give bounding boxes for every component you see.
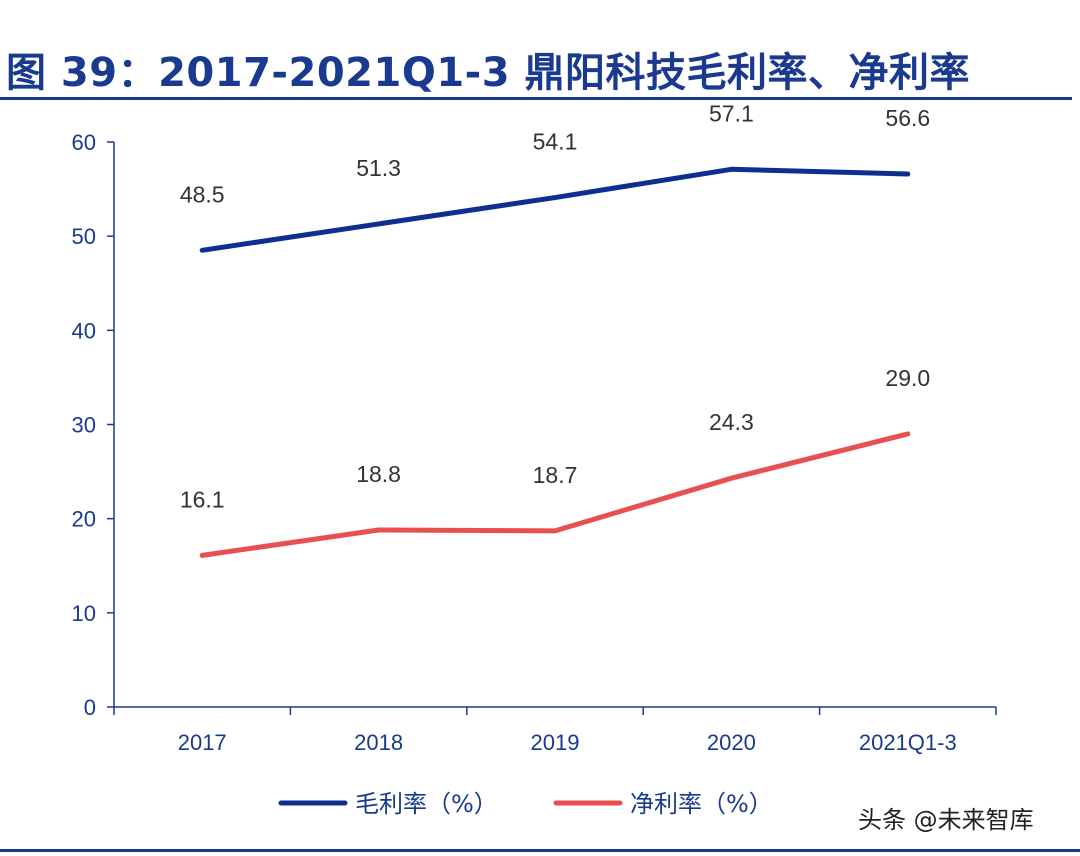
x-tick-label: 2019 <box>531 730 580 755</box>
series-lines <box>199 166 911 558</box>
data-label: 51.3 <box>356 155 401 181</box>
y-tick-label: 0 <box>84 695 96 720</box>
y-tick-label: 50 <box>72 224 96 249</box>
chart-axes <box>113 142 996 708</box>
y-tick-label: 20 <box>72 507 96 532</box>
data-label: 54.1 <box>533 129 578 155</box>
y-tick-label: 30 <box>72 413 96 438</box>
series-line-gross-margin <box>199 166 911 253</box>
y-axis-ticks: 0 10 20 30 40 50 60 <box>72 130 114 720</box>
legend-label: 净利率（%） <box>630 790 773 818</box>
x-tick-label: 2017 <box>178 730 227 755</box>
data-label: 57.1 <box>709 100 754 126</box>
x-axis-ticks: 2017 2018 2019 2020 2021Q1-3 <box>113 707 997 755</box>
title-underline <box>0 97 1072 100</box>
data-label: 16.1 <box>180 486 225 512</box>
x-tick-label: 2020 <box>707 730 756 755</box>
data-label: 18.8 <box>356 461 401 487</box>
data-labels: 48.5 51.3 54.1 57.1 56.6 16.1 18.8 18.7 24.3 29.0 <box>180 100 930 512</box>
series-line-net-margin <box>199 431 911 558</box>
y-tick-label: 10 <box>72 601 96 626</box>
legend: 毛利率（%） 净利率（%） <box>278 790 773 818</box>
bottom-rule <box>0 849 1080 852</box>
data-label: 48.5 <box>180 181 225 207</box>
x-tick-label: 2018 <box>354 730 403 755</box>
chart-title: 图 39：2017-2021Q1-3 鼎阳科技毛利率、净利率 <box>6 50 971 96</box>
x-tick-label: 2021Q1-3 <box>859 730 957 755</box>
data-label: 56.6 <box>885 105 930 131</box>
watermark-text: 头条 @未来智库 <box>858 806 1034 834</box>
legend-label: 毛利率（%） <box>355 790 498 818</box>
data-label: 24.3 <box>709 409 754 435</box>
y-tick-label: 40 <box>72 318 96 343</box>
data-label: 18.7 <box>533 462 578 488</box>
y-tick-label: 60 <box>72 130 96 155</box>
data-label: 29.0 <box>885 365 930 391</box>
